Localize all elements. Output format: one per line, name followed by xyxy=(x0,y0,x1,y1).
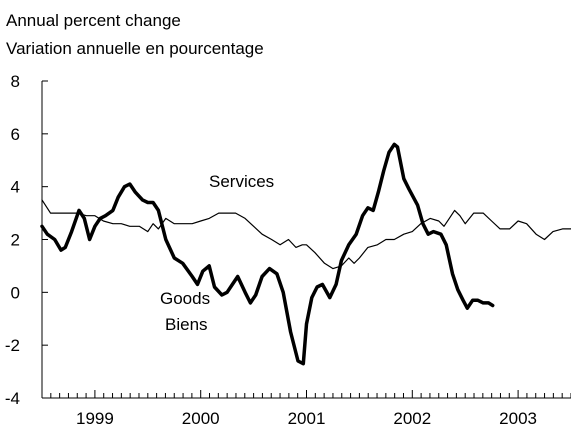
x-tick-label: 2002 xyxy=(393,409,431,428)
series-layer xyxy=(40,142,571,366)
chart-title-french: Variation annuelle en pourcentage xyxy=(6,39,264,58)
y-tick-label: 4 xyxy=(11,178,20,197)
y-tick-label: -4 xyxy=(5,389,20,408)
axes: -4 -2 0 2 4 6 8 1999 2000 2001 2002 2003 xyxy=(5,72,571,428)
x-tick-label: 2003 xyxy=(499,409,537,428)
x-tick-label: 1999 xyxy=(76,409,114,428)
x-tick-label: 2000 xyxy=(182,409,220,428)
y-tick-label: 0 xyxy=(11,283,20,302)
x-tick-label: 2001 xyxy=(288,409,326,428)
y-tick-label: -2 xyxy=(5,336,20,355)
y-tick-label: 8 xyxy=(11,72,20,91)
chart-title-english: Annual percent change xyxy=(6,11,181,30)
biens-label: Biens xyxy=(165,315,208,334)
y-tick-label: 2 xyxy=(11,231,20,250)
goods-series-line xyxy=(40,142,495,366)
goods-label: Goods xyxy=(160,289,210,308)
services-label: Services xyxy=(209,172,274,191)
y-tick-label: 6 xyxy=(11,125,20,144)
services-series-line xyxy=(41,199,571,270)
